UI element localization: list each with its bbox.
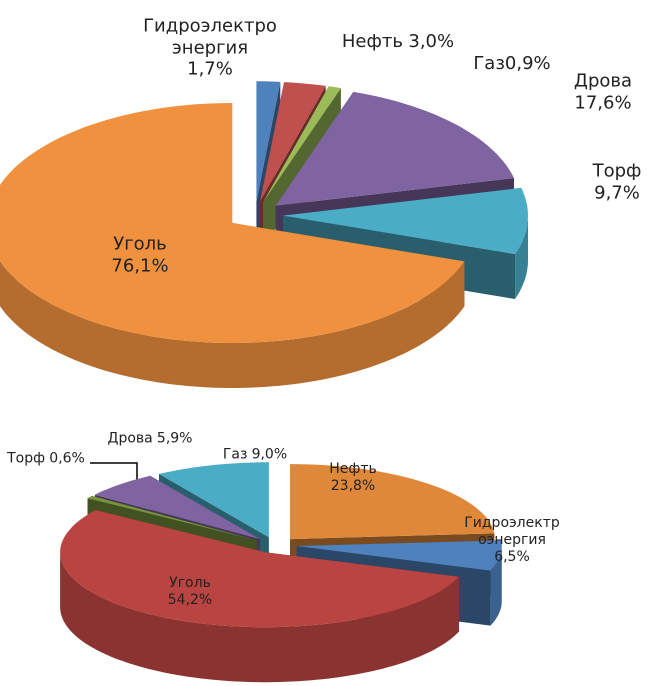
slice-label: Уголь 76,1% bbox=[90, 233, 190, 276]
category-label: Уголь bbox=[169, 575, 211, 592]
value-label: 6,5% bbox=[494, 548, 530, 565]
value-label: 17,6% bbox=[574, 92, 632, 113]
slice-label: Гидроэлектроэнергия 6,5% bbox=[464, 515, 560, 565]
value-label: 0,6% bbox=[49, 450, 85, 467]
value-label: 23,8% bbox=[330, 478, 376, 494]
value-label: 3,0% bbox=[408, 31, 455, 53]
slice bbox=[283, 187, 528, 254]
slice-label: Нефть 23,8% bbox=[313, 461, 393, 495]
value-label: 5,9% bbox=[156, 430, 193, 447]
category-label: Дрова bbox=[573, 70, 633, 92]
slice bbox=[94, 475, 261, 540]
slice bbox=[256, 81, 281, 202]
category-label: Гидроэлектроэнергия bbox=[464, 514, 560, 548]
slice bbox=[260, 82, 326, 202]
slice bbox=[87, 495, 257, 541]
slice bbox=[275, 91, 514, 206]
slice-label: Дрова 5,9% bbox=[95, 431, 205, 448]
category-label: Газ bbox=[473, 53, 505, 75]
slice-side bbox=[0, 261, 465, 388]
category-label: Дрова bbox=[107, 430, 153, 447]
category-label: Газ bbox=[222, 446, 248, 463]
slice-label: Гидроэлектроэнергия 1,7% bbox=[140, 16, 280, 81]
slice-side bbox=[60, 552, 459, 683]
slice-label: Нефть 3,0% bbox=[318, 31, 478, 53]
slice bbox=[290, 464, 495, 540]
slice-side bbox=[515, 215, 528, 299]
slice-side bbox=[490, 546, 502, 626]
value-label: 1,7% bbox=[187, 58, 233, 80]
category-label: Торф bbox=[7, 450, 46, 467]
slice bbox=[263, 86, 341, 202]
value-label: 9,0% bbox=[251, 446, 288, 463]
category-label: Гидроэлектроэнергия bbox=[143, 15, 277, 59]
value-label: 76,1% bbox=[111, 255, 169, 276]
slice-label: Дрова 17,6% bbox=[558, 70, 648, 113]
slice bbox=[296, 540, 502, 571]
slice bbox=[159, 462, 269, 538]
value-label: 9,7% bbox=[594, 182, 640, 203]
category-label: Уголь bbox=[113, 233, 167, 255]
slice-label: Торф 0,6% bbox=[0, 451, 96, 468]
slice-label: Уголь 54,2% bbox=[150, 575, 230, 609]
slice-label: Газ 9,0% bbox=[210, 447, 300, 464]
slice-label: Газ0,9% bbox=[462, 53, 562, 75]
slice bbox=[60, 510, 459, 628]
category-label: Торф bbox=[592, 160, 642, 182]
slice bbox=[0, 103, 465, 343]
value-label: 54,2% bbox=[167, 592, 213, 608]
category-label: Нефть bbox=[329, 461, 377, 478]
value-label: 0,9% bbox=[504, 53, 551, 75]
slice-label: Торф 9,7% bbox=[577, 160, 657, 203]
category-label: Нефть bbox=[341, 31, 403, 53]
